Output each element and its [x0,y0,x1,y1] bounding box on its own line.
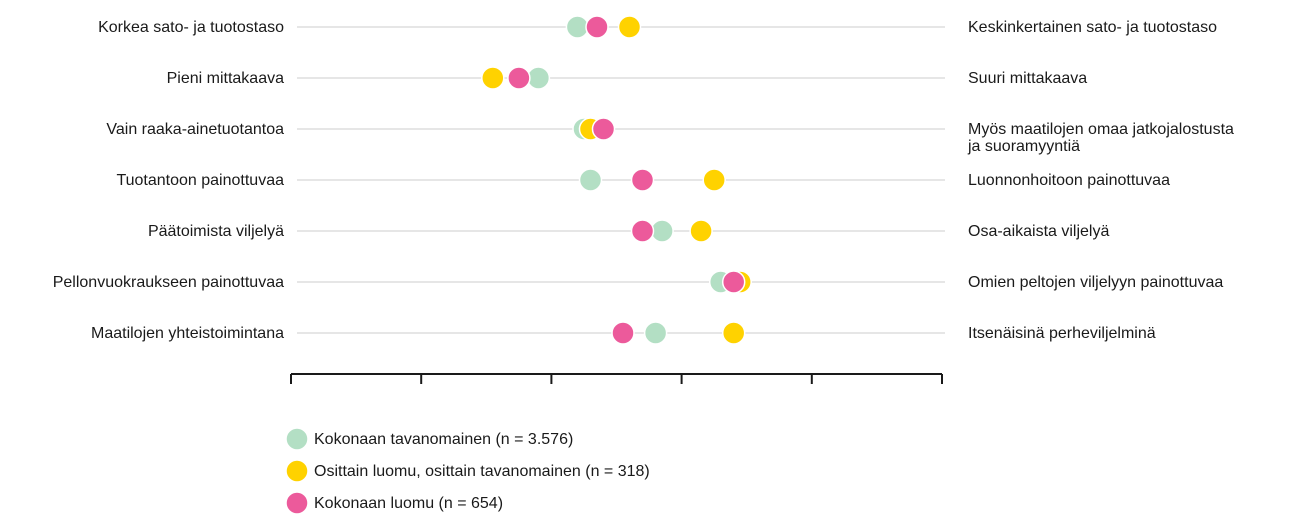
row-left-label: Päätoimista viljelyä [148,223,284,240]
legend: Kokonaan tavanomainen (n = 3.576) Osittai… [285,427,650,515]
row-right-label: Itsenäisinä perheviljelminä [968,325,1156,342]
dot-series-0-row-6 [643,321,668,345]
dot-series-1-row-0 [617,15,642,39]
dot-series-2-row-4 [630,219,655,243]
row-right-label: Myös maatilojen omaa jatkojalostusta [968,121,1234,138]
dot-series-2-row-1 [507,66,531,90]
dot-series-2-row-2 [591,117,616,141]
row-right-label: ja suoramyyntiä [967,138,1080,155]
dot-series-2-row-3 [630,168,655,192]
dot-series-1-row-1 [481,66,505,90]
rows-layer: Korkea sato- ja tuotostaso Keskinkertaine… [53,19,1234,342]
dot-series-2-row-6 [611,321,635,345]
dot-series-0-row-3 [578,168,603,192]
row-left-label: Korkea sato- ja tuotostaso [98,19,284,36]
legend-marker [285,427,309,451]
legend-marker [285,459,309,483]
dot-series-1-row-4 [689,219,713,243]
row-left-label: Pellonvuokraukseen painottuvaa [53,274,284,291]
legend-label: Kokonaan luomu (n = 654) [314,495,503,512]
row-left-label: Vain raaka-ainetuotantoa [106,121,284,138]
row-right-label: Keskinkertainen sato- ja tuotostaso [968,19,1217,36]
dot-series-2-row-5 [721,270,746,294]
row-right-label: Omien peltojen viljelyyn painottuvaa [968,274,1223,291]
dots-layer [481,15,752,345]
legend-marker [285,491,309,515]
x-axis [290,373,943,384]
legend-label: Kokonaan tavanomainen (n = 3.576) [314,431,573,448]
row-left-label: Maatilojen yhteistoimintana [91,325,284,342]
row-left-label: Tuotantoon painottuvaa [116,172,284,189]
dot-series-2-row-0 [585,15,609,39]
row-left-label: Pieni mittakaava [167,70,284,87]
dot-series-1-row-6 [721,321,746,345]
dot-series-0-row-1 [526,66,551,90]
dot-series-0-row-0 [565,15,590,39]
row-right-label: Luonnonhoitoon painottuvaa [968,172,1170,189]
legend-label: Osittain luomu, osittain tavanomainen (n… [314,463,650,480]
dot-series-0-row-4 [650,219,674,243]
row-right-label: Suuri mittakaava [968,70,1087,87]
row-right-label: Osa-aikaista viljelyä [968,223,1109,240]
dot-series-1-row-3 [702,168,726,192]
